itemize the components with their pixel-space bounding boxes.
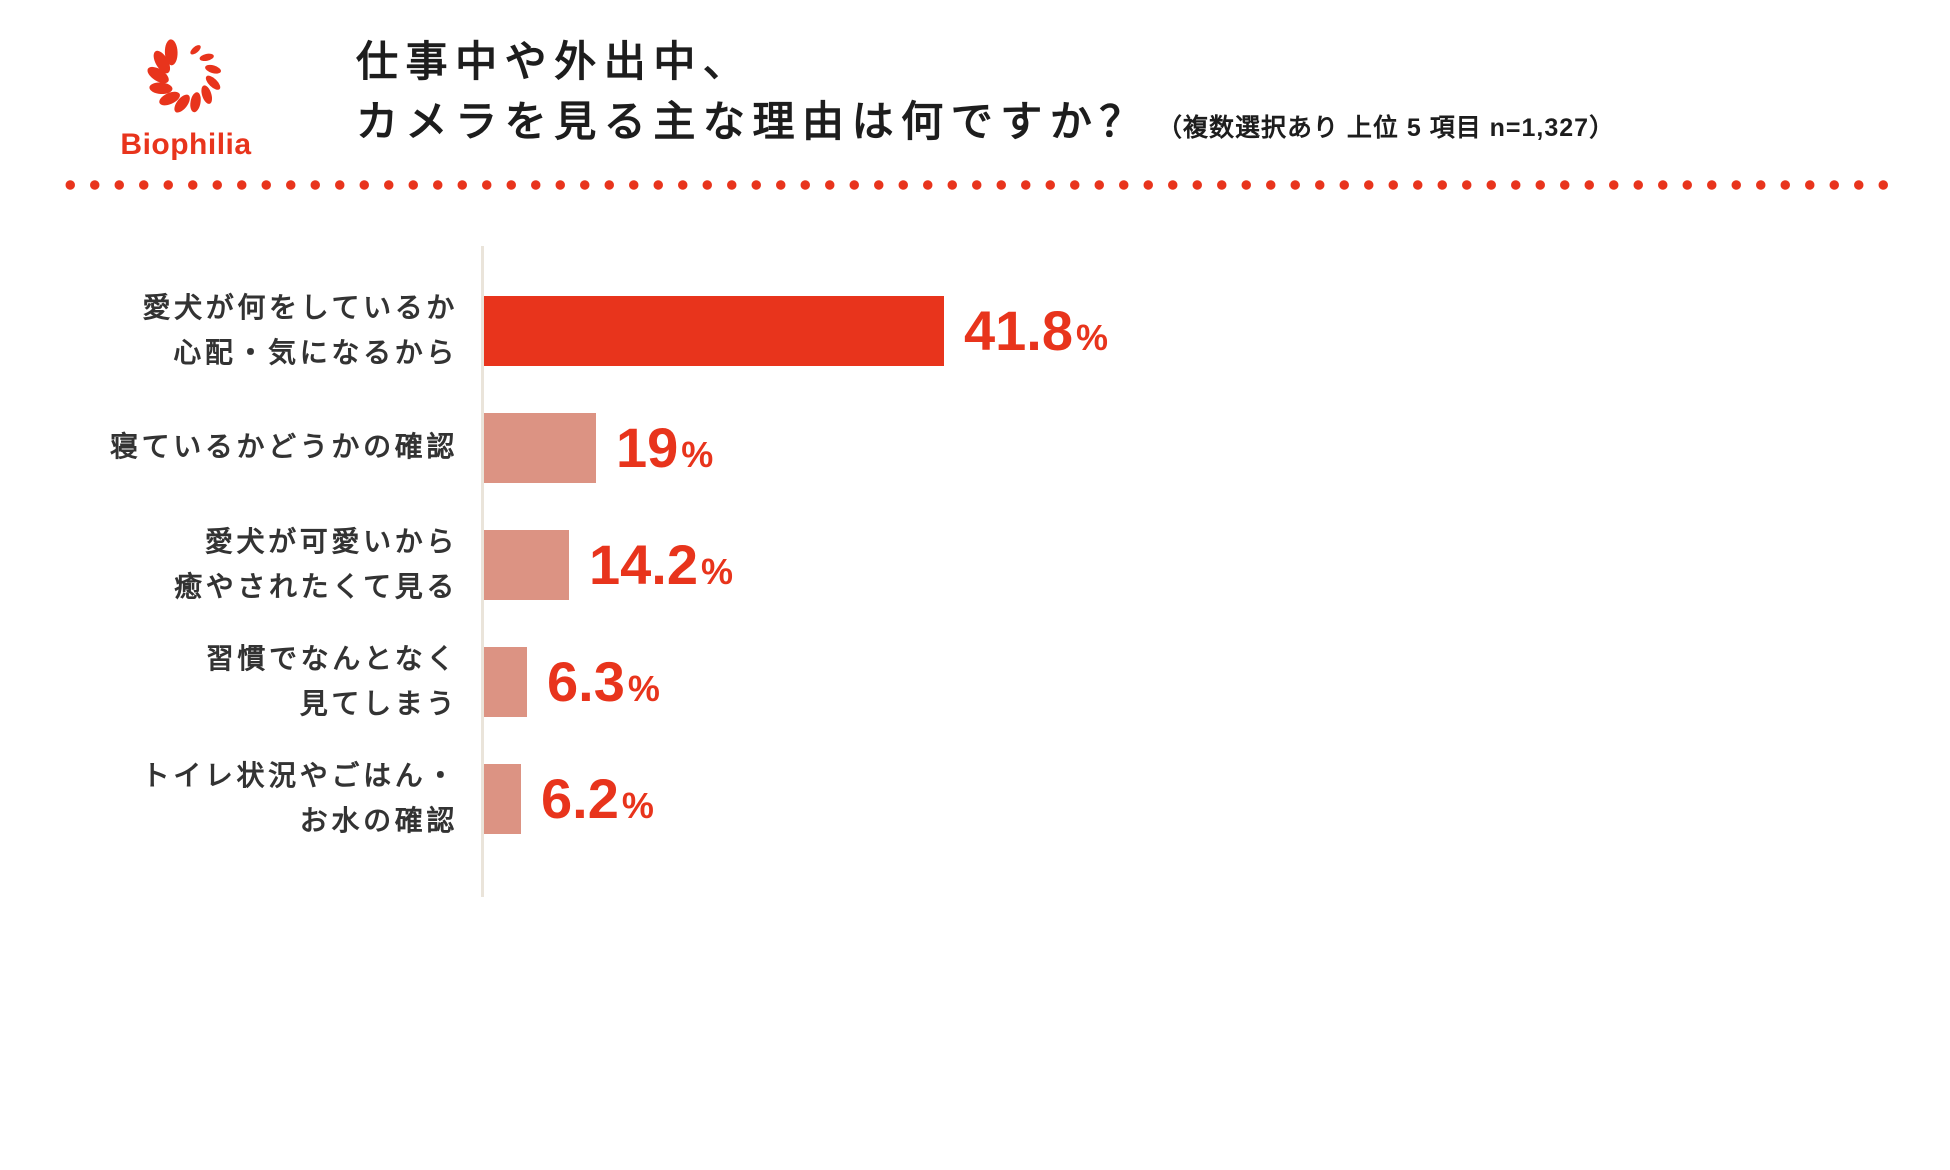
category-label: 寝ているかどうかの確認 bbox=[109, 431, 458, 463]
brand-name: Biophilia bbox=[120, 128, 252, 161]
chart-row: トイレ状況やごはん・ お水の確認 6.2% bbox=[142, 740, 1950, 857]
laurel-wreath-icon bbox=[147, 39, 221, 113]
value-label: 6.3% bbox=[547, 653, 660, 710]
value-number: 14.2 bbox=[589, 532, 698, 596]
chart-row: 習慣でなんとなく 見てしまう 6.3% bbox=[206, 623, 1950, 740]
value-number: 6.3 bbox=[547, 649, 625, 713]
value-label: 19% bbox=[616, 419, 714, 476]
value-unit: % bbox=[701, 550, 734, 592]
category-label: 習慣でなんとなく 見てしまう bbox=[205, 642, 458, 719]
category-label: トイレ状況やごはん・ お水の確認 bbox=[141, 759, 458, 836]
value-unit: % bbox=[1076, 316, 1109, 358]
value-label: 41.8% bbox=[964, 302, 1109, 359]
bar bbox=[484, 763, 521, 834]
value-number: 19 bbox=[616, 415, 679, 479]
category-label: 愛犬が何をしているか 心配・気になるから bbox=[142, 291, 458, 368]
header: Biophilia 仕事中や外出中、 カメラを見る主な理由は何ですか？ （複数選択… bbox=[0, 0, 1950, 162]
chart-title: 仕事中や外出中、 カメラを見る主な理由は何ですか？ （複数選択あり 上位 5 項目… bbox=[356, 32, 1615, 151]
bar bbox=[484, 529, 569, 600]
chart-title-line-1: 仕事中や外出中、 bbox=[356, 38, 753, 85]
value-number: 41.8 bbox=[964, 298, 1073, 362]
chart-title-line-2: カメラを見る主な理由は何ですか？ bbox=[356, 97, 1149, 145]
value-label: 6.2% bbox=[541, 770, 654, 827]
chart-subtitle: （複数選択あり 上位 5 項目 n=1,327） bbox=[1156, 113, 1616, 142]
bar bbox=[484, 295, 944, 366]
infographic: Biophilia 仕事中や外出中、 カメラを見る主な理由は何ですか？ （複数選択… bbox=[0, 0, 1950, 897]
value-unit: % bbox=[627, 667, 660, 709]
value-label: 14.2% bbox=[589, 536, 734, 593]
value-unit: % bbox=[621, 784, 654, 826]
bar-chart: 愛犬が何をしているか 心配・気になるから 41.8% 寝ているかどうかの確認 19% 愛犬… bbox=[0, 246, 1950, 897]
value-unit: % bbox=[681, 433, 714, 475]
title-block: 仕事中や外出中、 カメラを見る主な理由は何ですか？ （複数選択あり 上位 5 項目… bbox=[356, 26, 1615, 151]
bar bbox=[484, 646, 527, 717]
category-label: 愛犬が可愛いから 癒やされたくて見る bbox=[174, 525, 458, 602]
dotted-divider bbox=[58, 180, 1894, 190]
chart-row: 愛犬が可愛いから 癒やされたくて見る 14.2% bbox=[174, 506, 1950, 623]
bar bbox=[484, 412, 596, 483]
brand-logo: Biophilia bbox=[98, 26, 274, 162]
value-number: 6.2 bbox=[541, 766, 619, 830]
chart-row: 寝ているかどうかの確認 19% bbox=[110, 389, 1950, 506]
chart-row: 愛犬が何をしているか 心配・気になるから 41.8% bbox=[142, 272, 1950, 389]
chart-rows: 愛犬が何をしているか 心配・気になるから 41.8% 寝ているかどうかの確認 19% 愛犬… bbox=[110, 246, 1950, 897]
